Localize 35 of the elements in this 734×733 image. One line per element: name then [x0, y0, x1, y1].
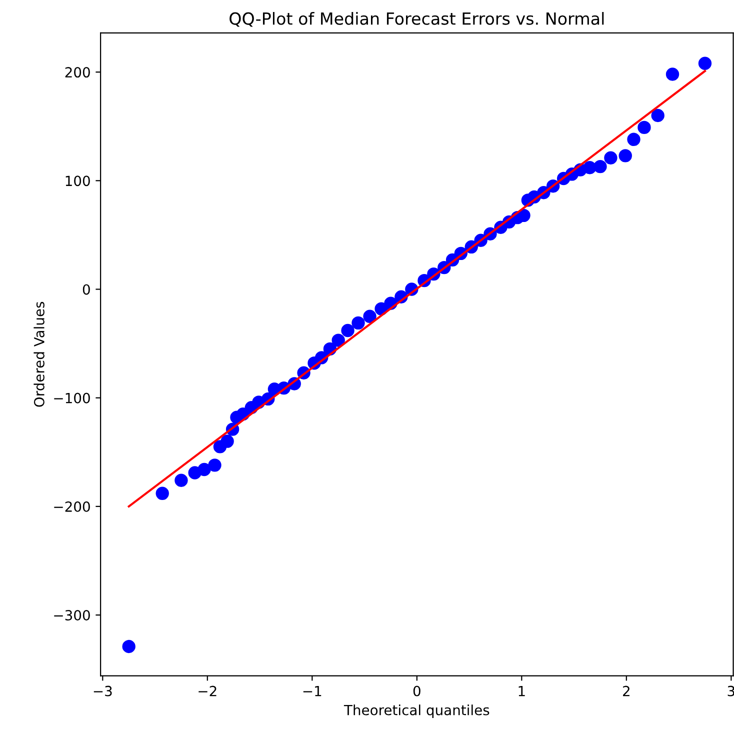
- point: [666, 68, 680, 81]
- point: [174, 474, 188, 487]
- point: [638, 120, 651, 134]
- point: [341, 324, 354, 338]
- point: [352, 316, 365, 330]
- x-tick-label: −3: [94, 686, 112, 696]
- y-tick-label: 0: [82, 284, 90, 295]
- point: [627, 132, 640, 146]
- point: [332, 334, 345, 347]
- point: [698, 56, 712, 70]
- x-axis-title: Theoretical quantiles: [344, 704, 490, 718]
- x-tick-label: 2: [623, 686, 630, 696]
- y-tick-label: −100: [54, 392, 90, 404]
- point: [651, 108, 664, 122]
- x-tick-label: 1: [518, 686, 525, 696]
- point: [122, 640, 136, 654]
- x-tick-label: −2: [198, 686, 216, 696]
- point: [594, 160, 607, 174]
- point: [220, 434, 234, 448]
- chart-title: QQ-Plot of Median Forecast Errors vs. Normal: [230, 12, 604, 27]
- point: [198, 462, 211, 476]
- point: [363, 310, 376, 323]
- y-axis-title: Ordered Values: [34, 302, 44, 407]
- point: [208, 458, 222, 472]
- x-tick-label: 3: [728, 686, 734, 696]
- y-tick-label: −200: [54, 501, 90, 512]
- y-tick-label: 100: [66, 176, 90, 186]
- y-tick-label: −300: [54, 610, 90, 620]
- x-tick-label: 0: [413, 686, 420, 696]
- y-tick-label: 200: [65, 67, 90, 78]
- point: [604, 151, 618, 164]
- x-tick-label: −1: [303, 686, 322, 696]
- point: [583, 161, 596, 174]
- point: [156, 486, 169, 500]
- point: [618, 149, 632, 162]
